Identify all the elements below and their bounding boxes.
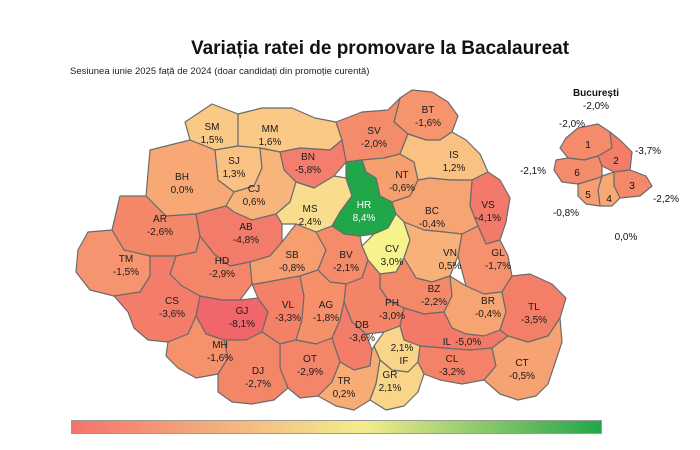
- label-VN: VN 0,5%: [439, 248, 462, 272]
- bucharest-sector-1-value: -2,0%: [559, 119, 585, 130]
- bucharest-sector-6-num: 6: [574, 168, 580, 179]
- bucharest-sector-2-num: 2: [613, 156, 619, 167]
- bucharest-sector-6[interactable]: [553, 155, 603, 185]
- label-SB: SB -0,8%: [279, 250, 305, 274]
- bucharest-sector-6-value: -2,1%: [520, 166, 546, 177]
- label-VS: VS -4,1%: [475, 200, 501, 224]
- bucharest-sector-1-num: 1: [585, 140, 591, 151]
- label-BV: BV -2,1%: [333, 250, 359, 274]
- bucharest-sector-4-value: 0,0%: [615, 232, 638, 243]
- label-SM: SM 1,5%: [201, 122, 224, 146]
- label-CS: CS -3,6%: [159, 296, 185, 320]
- county-CL[interactable]: [417, 345, 497, 385]
- bucharest-total: -2,0%: [583, 101, 609, 112]
- label-IF-code: IF: [400, 356, 409, 367]
- label-MH: MH -1,6%: [207, 340, 233, 364]
- label-IL: IL -5,0%: [443, 337, 482, 348]
- label-IF-value: 2,1%: [391, 343, 414, 354]
- bucharest-sector-2[interactable]: [597, 131, 633, 173]
- bucharest-sector-3-num: 3: [629, 181, 635, 192]
- bucharest-title: București: [573, 88, 619, 99]
- label-BN: BN -5,8%: [295, 152, 321, 176]
- bucharest-inset: București -2,0% 1 2 3 4 5 6 -2,0% -3,7% …: [520, 88, 679, 243]
- label-AR: AR -2,6%: [147, 214, 173, 238]
- label-HR: HR 8,4%: [353, 200, 376, 224]
- label-TL: TL -3,5%: [521, 302, 547, 326]
- label-TM: TM -1,5%: [113, 254, 139, 278]
- label-MS: MS 2,4%: [299, 204, 322, 228]
- label-PH: PH -3,0%: [379, 298, 405, 322]
- label-AG: AG -1,8%: [313, 300, 339, 324]
- label-CT: CT -0,5%: [509, 358, 535, 382]
- label-CL: CL -3,2%: [439, 354, 465, 378]
- label-BZ: BZ -2,2%: [421, 284, 447, 308]
- label-HD: HD -2,9%: [209, 256, 235, 280]
- color-scale-legend: [71, 420, 602, 434]
- label-TR: TR 0,2%: [333, 376, 356, 400]
- label-VL: VL -3,3%: [275, 300, 301, 324]
- map-subtitle: Sesiunea iunie 2025 față de 2024 (doar c…: [70, 66, 370, 77]
- map-title: Variația ratei de promovare la Bacalaure…: [190, 38, 570, 59]
- bucharest-sector-3-value: -2,2%: [653, 194, 679, 205]
- label-SV: SV -2,0%: [361, 126, 387, 150]
- label-BH: BH 0,0%: [171, 172, 194, 196]
- county-MM[interactable]: [237, 107, 343, 153]
- label-GL: GL -1,7%: [485, 248, 511, 272]
- county-CT[interactable]: [483, 317, 563, 401]
- label-GR: GR 2,1%: [379, 370, 402, 394]
- bucharest-sector-4-num: 4: [606, 194, 612, 205]
- county-DJ[interactable]: [217, 331, 289, 405]
- label-BT: BT -1,6%: [415, 105, 441, 129]
- label-DB: DB -3,6%: [349, 320, 375, 344]
- label-DJ: DJ -2,7%: [245, 366, 271, 390]
- label-SJ: SJ 1,3%: [223, 156, 246, 180]
- label-IS: IS 1,2%: [443, 150, 466, 174]
- label-BC: BC -0,4%: [419, 206, 445, 230]
- label-OT: OT -2,9%: [297, 354, 323, 378]
- label-BR: BR -0,4%: [475, 296, 501, 320]
- county-GJ[interactable]: [195, 295, 269, 341]
- bucharest-sector-5-value: -0,8%: [553, 208, 579, 219]
- label-MM: MM 1,6%: [259, 124, 282, 148]
- county-GR[interactable]: [369, 359, 425, 411]
- label-CJ: CJ 0,6%: [243, 184, 266, 208]
- label-NT: NT -0,6%: [389, 170, 415, 194]
- label-GJ: GJ -8,1%: [229, 306, 255, 330]
- label-AB: AB -4,8%: [233, 222, 259, 246]
- bucharest-sector-5-num: 5: [585, 190, 591, 201]
- bucharest-sector-2-value: -3,7%: [635, 146, 661, 157]
- label-CV: CV 3,0%: [381, 244, 404, 268]
